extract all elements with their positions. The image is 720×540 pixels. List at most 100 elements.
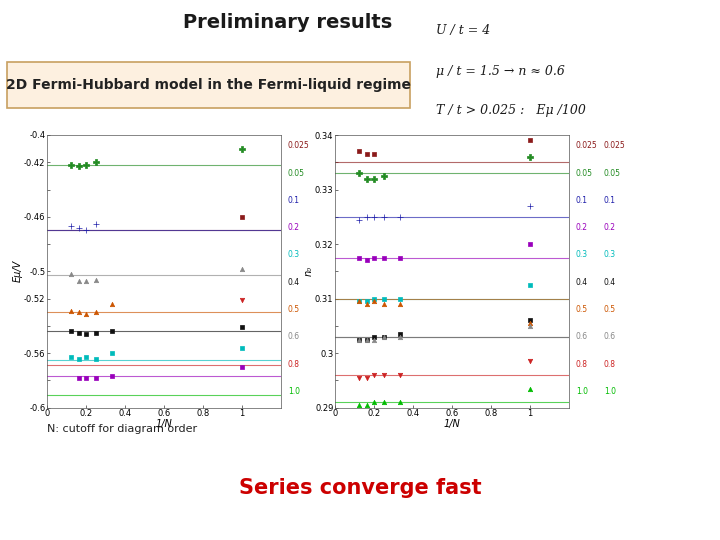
Text: 0.05: 0.05	[576, 168, 593, 178]
Text: 0.1: 0.1	[604, 196, 616, 205]
Point	[354, 169, 365, 178]
Point	[394, 333, 405, 341]
Text: 0.3: 0.3	[576, 251, 588, 260]
Text: 0.05: 0.05	[288, 168, 305, 178]
Point	[368, 174, 379, 183]
Point	[394, 253, 405, 262]
Point	[378, 213, 390, 221]
Point	[80, 330, 91, 339]
Point	[394, 330, 405, 339]
Point	[354, 373, 365, 382]
Point	[106, 372, 117, 381]
Point	[394, 370, 405, 379]
Point	[90, 354, 102, 363]
Point	[378, 398, 390, 407]
Text: T / t > 0.025 :   Eμ /100: T / t > 0.025 : Eμ /100	[436, 104, 585, 117]
Point	[378, 253, 390, 262]
Point	[73, 308, 85, 316]
Point	[378, 370, 390, 379]
Point	[80, 161, 91, 170]
Text: 0.1: 0.1	[576, 196, 588, 205]
Point	[524, 357, 536, 366]
Point	[394, 300, 405, 308]
Point	[354, 297, 365, 306]
Point	[368, 398, 379, 407]
Point	[236, 264, 248, 273]
Text: 0.025: 0.025	[604, 141, 626, 151]
Text: N: cutoff for diagram order: N: cutoff for diagram order	[47, 424, 197, 434]
Point	[354, 335, 365, 344]
Point	[236, 213, 248, 221]
Point	[66, 353, 77, 362]
Point	[368, 333, 379, 341]
Text: 0.4: 0.4	[288, 278, 300, 287]
Point	[236, 323, 248, 332]
Text: 1.0: 1.0	[604, 387, 616, 396]
Point	[361, 335, 373, 344]
Point	[368, 213, 379, 221]
Point	[394, 294, 405, 303]
Point	[361, 373, 373, 382]
Text: 0.6: 0.6	[576, 332, 588, 341]
Text: 1.0: 1.0	[576, 387, 588, 396]
Point	[361, 335, 373, 344]
Point	[236, 124, 248, 132]
Text: 0.5: 0.5	[604, 305, 616, 314]
Point	[66, 270, 77, 279]
Point	[80, 276, 91, 285]
Point	[368, 370, 379, 379]
Point	[80, 309, 91, 318]
Y-axis label: Eμ/V: Eμ/V	[12, 260, 22, 282]
Text: 1.0: 1.0	[288, 387, 300, 396]
Point	[524, 316, 536, 325]
Point	[524, 152, 536, 161]
Text: 0.2: 0.2	[576, 223, 588, 232]
Text: 0.5: 0.5	[288, 305, 300, 314]
Point	[66, 222, 77, 231]
Point	[236, 296, 248, 305]
Point	[73, 373, 85, 382]
X-axis label: 1/N: 1/N	[156, 420, 172, 429]
Y-axis label: n₀: n₀	[303, 266, 313, 276]
Text: 0.8: 0.8	[604, 360, 616, 369]
Point	[524, 201, 536, 210]
Point	[394, 398, 405, 407]
Point	[73, 224, 85, 232]
Point	[361, 256, 373, 265]
Point	[80, 373, 91, 382]
Point	[90, 308, 102, 316]
Point	[106, 300, 117, 308]
Point	[524, 281, 536, 289]
Point	[80, 353, 91, 362]
Text: 0.3: 0.3	[288, 251, 300, 260]
Point	[73, 276, 85, 285]
Text: 0.4: 0.4	[604, 278, 616, 287]
Text: U / t = 4: U / t = 4	[436, 24, 490, 37]
Point	[524, 319, 536, 327]
Point	[524, 322, 536, 330]
Point	[66, 307, 77, 315]
Text: μ / t = 1.5 → n ≈ 0.6: μ / t = 1.5 → n ≈ 0.6	[436, 65, 564, 78]
Text: 0.5: 0.5	[576, 305, 588, 314]
Point	[80, 226, 91, 235]
Point	[361, 174, 373, 183]
Point	[90, 219, 102, 228]
Point	[354, 147, 365, 156]
Text: 0.05: 0.05	[604, 168, 621, 178]
Text: 0.025: 0.025	[288, 141, 310, 151]
Text: Series converge fast: Series converge fast	[239, 478, 481, 498]
Point	[106, 349, 117, 357]
Text: 0.2: 0.2	[604, 223, 616, 232]
Point	[354, 215, 365, 224]
Point	[73, 354, 85, 363]
Point	[524, 136, 536, 145]
Point	[106, 327, 117, 336]
Point	[361, 401, 373, 409]
Point	[524, 240, 536, 248]
Point	[66, 327, 77, 336]
Point	[378, 300, 390, 308]
Point	[90, 328, 102, 337]
Point	[524, 384, 536, 393]
Point	[361, 213, 373, 221]
Text: 0.6: 0.6	[604, 332, 616, 341]
